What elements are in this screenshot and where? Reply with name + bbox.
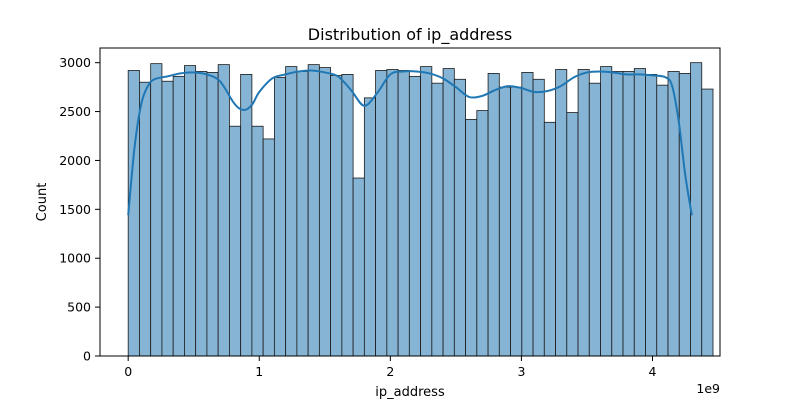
histogram-bar [521, 72, 534, 357]
histogram-bar [251, 125, 264, 357]
histogram-bar [611, 71, 624, 357]
histogram-bar [307, 64, 320, 357]
histogram-bar [285, 66, 298, 357]
histogram-bar [566, 112, 579, 357]
histogram-bar [217, 64, 230, 357]
y-tick-label: 0 [83, 349, 91, 364]
x-tick-label: 4 [649, 364, 657, 379]
histogram-bar [318, 67, 332, 357]
histogram-bar [352, 177, 365, 357]
plot-frame [99, 47, 721, 357]
histogram-bar [498, 86, 511, 357]
y-tick-label: 3000 [59, 55, 91, 70]
histogram-bar [465, 118, 478, 357]
histogram-bar [229, 125, 242, 357]
histogram-bar [690, 62, 703, 357]
histogram-bar [127, 70, 140, 357]
x-axis-ticks: 0 1 2 3 4 [124, 356, 657, 379]
histogram-bar [273, 76, 287, 357]
histogram-bar [555, 69, 568, 357]
histogram-bar [678, 73, 691, 357]
histogram-bar [622, 71, 635, 357]
bars-group [127, 62, 714, 357]
histogram-bar [172, 75, 185, 357]
x-axis-label: ip_address [375, 385, 445, 400]
histogram-bar [420, 66, 433, 357]
histogram-bar [296, 71, 309, 357]
histogram-bar [701, 88, 714, 357]
histogram-bar [206, 72, 219, 357]
histogram-bar [588, 82, 601, 357]
histogram-bar [408, 75, 421, 357]
kde-curve [127, 69, 693, 216]
histogram-bar [633, 68, 646, 357]
histogram-bar [161, 80, 174, 357]
histogram-bar [375, 70, 388, 357]
x-tick-label: 3 [517, 364, 525, 379]
histogram-bar [150, 63, 163, 357]
x-tick-label: 1 [255, 364, 263, 379]
histogram-bar [195, 71, 208, 357]
y-axis-label: Count [35, 183, 50, 222]
histogram-bar [184, 65, 197, 357]
histogram-bar [442, 68, 455, 357]
histogram-bar [397, 70, 410, 357]
y-tick-label: 2000 [59, 153, 91, 168]
histogram-bar [341, 74, 354, 357]
y-tick-label: 500 [67, 300, 91, 315]
histogram-bar [600, 66, 613, 357]
x-tick-label: 2 [386, 364, 394, 379]
histogram-bar [487, 73, 500, 357]
chart-title: Distribution of ip_address [308, 25, 512, 45]
histogram-bar [476, 110, 489, 357]
histogram-bar [240, 74, 253, 357]
y-axis-ticks: 0 500 1000 1500 2000 2500 3000 [59, 55, 100, 364]
histogram-bar [543, 121, 556, 357]
y-tick-label: 1500 [59, 202, 91, 217]
histogram-bar [262, 138, 275, 357]
histogram-bar [139, 81, 152, 357]
histogram-bar [431, 82, 444, 357]
histogram-bar [656, 84, 669, 357]
histogram-bar [330, 74, 343, 357]
histogram-bar [453, 78, 466, 357]
x-offset-label: 1e9 [696, 381, 720, 396]
y-tick-label: 1000 [59, 251, 91, 266]
histogram-bar [577, 69, 590, 357]
histogram-bar [386, 69, 399, 357]
y-tick-label: 2500 [59, 104, 91, 119]
histogram-bar [363, 97, 377, 357]
x-tick-label: 0 [124, 364, 132, 379]
histogram-bar [532, 78, 545, 357]
histogram-bar [645, 74, 658, 357]
histogram-bar [510, 86, 523, 357]
